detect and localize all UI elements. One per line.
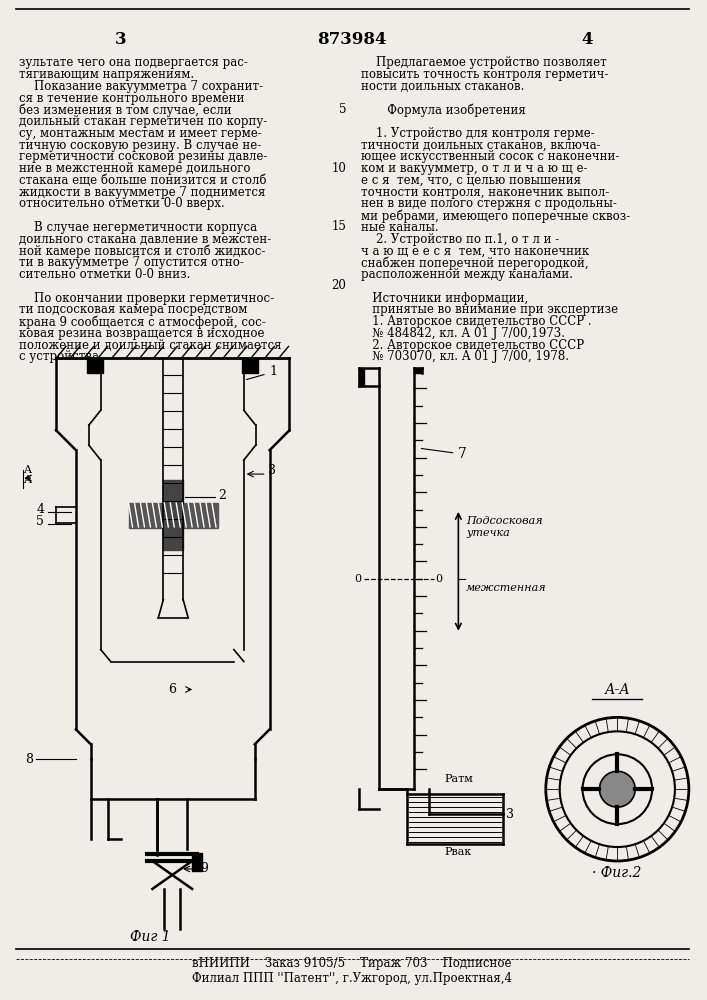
Text: № 703070, кл. А 01 J 7/00, 1978.: № 703070, кл. А 01 J 7/00, 1978. (361, 350, 569, 363)
Text: жидкости в вакуумметре 7 поднимется: жидкости в вакуумметре 7 поднимется (19, 186, 266, 199)
Text: 3: 3 (268, 464, 276, 477)
Text: 5: 5 (339, 103, 346, 116)
Text: 0: 0 (436, 574, 443, 584)
Text: ные каналы.: ные каналы. (361, 221, 438, 234)
Text: стакана еще больше понизится и столб: стакана еще больше понизится и столб (19, 174, 267, 187)
Bar (192, 862, 202, 871)
Text: ти в вакуумметре 7 опустится отно-: ти в вакуумметре 7 опустится отно- (19, 256, 244, 269)
Text: Формула изобретения: Формула изобретения (361, 103, 526, 117)
Text: ющее искусственный сосок с наконечни-: ющее искусственный сосок с наконечни- (361, 150, 619, 163)
Text: нен в виде полого стержня с продольны-: нен в виде полого стержня с продольны- (361, 197, 617, 210)
Text: 4: 4 (36, 503, 44, 516)
Text: ком и вакуумметр, о т л и ч а ю щ е-: ком и вакуумметр, о т л и ч а ю щ е- (361, 162, 588, 175)
Text: 1. Авторское свидетельство СССР .: 1. Авторское свидетельство СССР . (361, 315, 592, 328)
Text: положение и доильный стакан снимается: положение и доильный стакан снимается (19, 339, 282, 352)
Text: 10: 10 (332, 162, 346, 175)
Text: № 484842, кл. А 01 J 7/00,1973.: № 484842, кл. А 01 J 7/00,1973. (361, 327, 565, 340)
Text: Фиг 1: Фиг 1 (130, 930, 170, 944)
Text: ковая резина возвращается в исходное: ковая резина возвращается в исходное (19, 327, 264, 340)
Text: 2. Авторское свидетельство СССР: 2. Авторское свидетельство СССР (361, 339, 584, 352)
Text: 1. Устройство для контроля герме-: 1. Устройство для контроля герме- (361, 127, 595, 140)
Circle shape (600, 771, 635, 807)
Text: доильного стакана давление в межстен-: доильного стакана давление в межстен- (19, 233, 271, 246)
Text: ности доильных стаканов.: ности доильных стаканов. (361, 80, 525, 93)
Text: 3: 3 (115, 31, 127, 48)
Text: сительно отметки 0-0 вниз.: сительно отметки 0-0 вниз. (19, 268, 191, 281)
Text: Источники информации,: Источники информации, (361, 292, 528, 305)
Text: 5: 5 (36, 515, 44, 528)
Text: 7: 7 (421, 447, 467, 461)
Text: ся в течение контрольного времени: ся в течение контрольного времени (19, 92, 245, 105)
Text: Филиал ППП ''Патент'', г.Ужгород, ул.Проектная,4: Филиал ППП ''Патент'', г.Ужгород, ул.Про… (192, 972, 512, 985)
Text: принятые во внимание при экспертизе: принятые во внимание при экспертизе (361, 303, 618, 316)
Text: 6: 6 (168, 683, 176, 696)
Text: 1: 1 (247, 365, 278, 380)
Text: 0: 0 (354, 574, 361, 584)
Text: 8: 8 (25, 753, 33, 766)
Text: Подсосковая: Подсосковая (467, 516, 543, 526)
Text: расположенной между каналами.: расположенной между каналами. (361, 268, 573, 281)
Text: 2: 2 (218, 489, 226, 502)
Text: без изменения в том случае, если: без изменения в том случае, если (19, 103, 232, 117)
Text: межстенная: межстенная (467, 583, 547, 593)
Text: ной камере повысится и столб жидкос-: ной камере повысится и столб жидкос- (19, 245, 266, 258)
Text: Предлагаемое устройство позволяет: Предлагаемое устройство позволяет (361, 56, 607, 69)
Text: ти подсосковая камера посредством: ти подсосковая камера посредством (19, 303, 247, 316)
Bar (242, 358, 257, 373)
Text: тичную сосковую резину. В случае не-: тичную сосковую резину. В случае не- (19, 139, 262, 152)
Text: A: A (23, 475, 31, 485)
Text: В случае негерметичности корпуса: В случае негерметичности корпуса (19, 221, 257, 234)
Text: ми ребрами, имеющего поперечные сквоз-: ми ребрами, имеющего поперечные сквоз- (361, 209, 630, 223)
Text: су, монтажным местам и имеет герме-: су, монтажным местам и имеет герме- (19, 127, 262, 140)
Text: доильный стакан герметичен по корпу-: доильный стакан герметичен по корпу- (19, 115, 267, 128)
Text: 4: 4 (582, 31, 593, 48)
Text: с устройства.: с устройства. (19, 350, 103, 363)
Text: снабжен поперечной перегородкой,: снабжен поперечной перегородкой, (361, 256, 589, 270)
Text: 15: 15 (332, 220, 346, 233)
Text: A: A (23, 465, 31, 475)
Bar (129, 503, 218, 528)
Text: 3: 3 (506, 808, 514, 821)
Text: Показание вакуумметра 7 сохранит-: Показание вакуумметра 7 сохранит- (19, 80, 264, 93)
Text: зультате чего она подвергается рас-: зультате чего она подвергается рас- (19, 56, 248, 69)
Text: 20: 20 (332, 279, 346, 292)
Text: утечка: утечка (467, 528, 510, 538)
Text: крана 9 сообщается с атмосферой, сос-: крана 9 сообщается с атмосферой, сос- (19, 315, 266, 329)
Text: 873984: 873984 (317, 31, 387, 48)
Text: ч а ю щ е е с я  тем, что наконечник: ч а ю щ е е с я тем, что наконечник (361, 245, 589, 258)
Text: относительно отметки 0-0 вверх.: относительно отметки 0-0 вверх. (19, 197, 225, 210)
Text: Рвак: Рвак (445, 847, 472, 857)
Text: А-А: А-А (604, 683, 630, 697)
Text: Ратм: Ратм (444, 774, 473, 784)
Bar (359, 368, 364, 386)
Bar (163, 480, 183, 550)
Text: герметичности сосковой резины давле-: герметичности сосковой резины давле- (19, 150, 268, 163)
Bar (192, 853, 202, 862)
Text: ние в межстенной камере доильного: ние в межстенной камере доильного (19, 162, 251, 175)
Text: вНИИПИ    Заказ 9105/5    Тираж 703    Подписное: вНИИПИ Заказ 9105/5 Тираж 703 Подписное (192, 957, 512, 970)
Text: 2. Устройство по п.1, о т л и -: 2. Устройство по п.1, о т л и - (361, 233, 559, 246)
Text: 9: 9 (200, 862, 208, 875)
Text: повысить точность контроля герметич-: повысить точность контроля герметич- (361, 68, 609, 81)
Text: тичности доильных стаканов, включа-: тичности доильных стаканов, включа- (361, 139, 601, 152)
Bar (414, 368, 421, 373)
Text: По окончании проверки герметичнос-: По окончании проверки герметичнос- (19, 292, 274, 305)
Text: точности контроля, наконечник выпол-: точности контроля, наконечник выпол- (361, 186, 609, 199)
Text: · Фиг.2: · Фиг.2 (592, 866, 642, 880)
Text: тягивающим напряжениям.: тягивающим напряжениям. (19, 68, 194, 81)
Text: е с я  тем, что, с целью повышения: е с я тем, что, с целью повышения (361, 174, 581, 187)
Bar (87, 358, 103, 373)
